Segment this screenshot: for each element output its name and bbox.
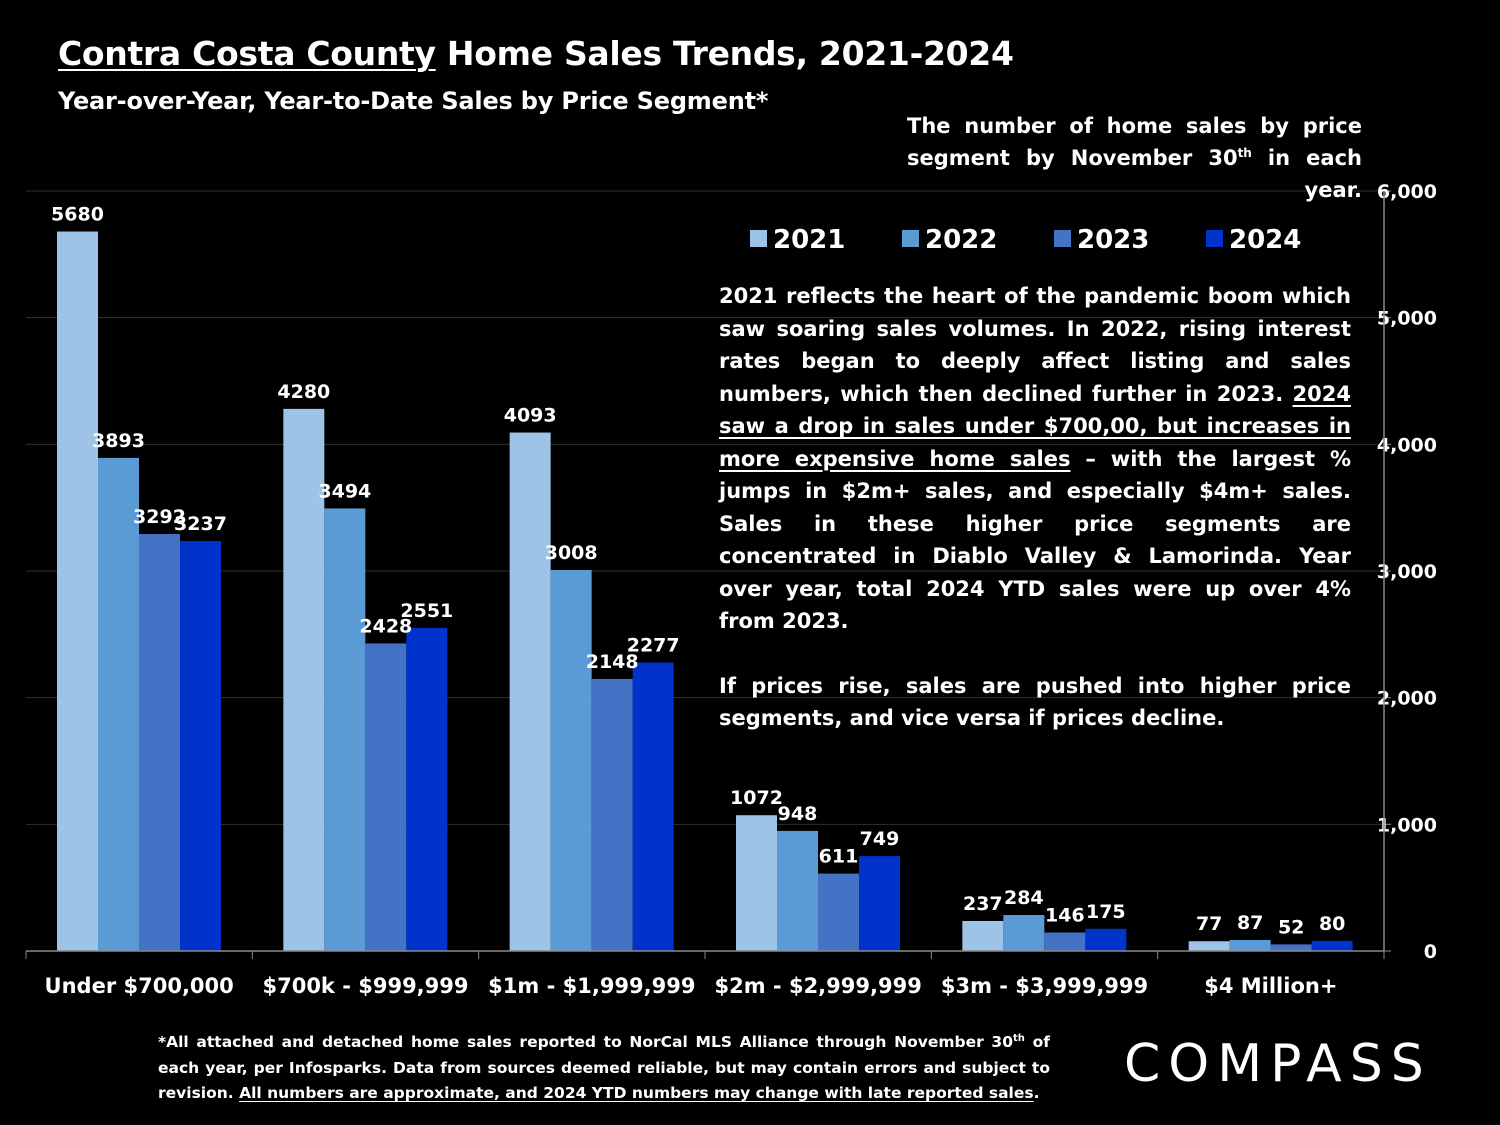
chart-description: The number of home sales by price segmen… xyxy=(907,110,1362,206)
category-label: $700k - $999,999 xyxy=(262,974,468,998)
y-tick-label: 5,000 xyxy=(1377,308,1437,330)
category-label: $4 Million+ xyxy=(1204,974,1337,998)
footnote: *All attached and detached home sales re… xyxy=(158,1030,1050,1107)
data-label: 87 xyxy=(1237,912,1263,934)
bar xyxy=(1270,944,1312,951)
data-label: 4280 xyxy=(277,381,330,403)
data-label: 749 xyxy=(860,828,900,850)
commentary-start: 2021 reflects the heart of the pandemic … xyxy=(719,284,1351,406)
gridlines xyxy=(26,190,1384,825)
data-label: 2148 xyxy=(586,651,639,673)
y-tick-label: 6,000 xyxy=(1377,181,1437,203)
commentary-box: 2021 reflects the heart of the pandemic … xyxy=(719,280,1351,735)
legend-label: 2023 xyxy=(1077,225,1149,255)
commentary-highlight: 2024 saw a drop in sales under $700,00, … xyxy=(719,381,1351,471)
axes: 0 1,000 2,000 3,000 4,000 5,000 6,000 Under $70… xyxy=(25,181,1437,998)
data-label: 3893 xyxy=(92,430,145,452)
bar xyxy=(324,508,366,951)
bar xyxy=(1044,932,1086,951)
bar xyxy=(962,920,1004,951)
commentary-paragraph-2: If prices rise, sales are pushed into hi… xyxy=(719,673,1351,731)
y-tick-label: 4,000 xyxy=(1377,434,1437,456)
y-tick-label: 1,000 xyxy=(1377,814,1437,836)
bar xyxy=(777,830,818,951)
bar xyxy=(818,873,859,951)
bar xyxy=(1003,915,1045,951)
data-label: 5680 xyxy=(51,204,104,226)
bar xyxy=(509,432,551,951)
footnote-text-1: *All attached and detached home sales re… xyxy=(158,1033,1013,1051)
bar xyxy=(1085,928,1127,951)
data-label: 4093 xyxy=(504,405,557,427)
y-tick-label: 0 xyxy=(1424,941,1437,963)
bar xyxy=(283,408,325,951)
bar xyxy=(365,643,407,951)
data-label: 175 xyxy=(1086,901,1126,923)
legend-label: 2022 xyxy=(925,225,997,255)
category-label: $1m - $1,999,999 xyxy=(488,974,695,998)
footnote-disclaimer: All numbers are approximate, and 2024 YT… xyxy=(239,1084,1034,1102)
bar xyxy=(736,815,777,951)
data-label: 2428 xyxy=(359,615,412,637)
legend-label: 2021 xyxy=(773,225,845,255)
category-label: $3m - $3,999,999 xyxy=(941,974,1148,998)
data-label: 2277 xyxy=(627,635,680,657)
footnote-text-2: of each year, per Infosparks. Data from … xyxy=(158,1033,1050,1102)
footnote-sup: th xyxy=(1013,1032,1025,1044)
legend-swatch xyxy=(1054,230,1071,247)
data-label: 3008 xyxy=(545,542,598,564)
data-label: 1072 xyxy=(730,787,783,809)
category-label: $2m - $2,999,999 xyxy=(715,974,922,998)
data-label: 237 xyxy=(963,893,1003,915)
bar xyxy=(1311,940,1353,951)
bar xyxy=(550,569,592,951)
title-county: Contra Costa County xyxy=(58,34,436,73)
data-labels: 5680 4280 4093 1072 237 77 3893 3494 3008 948 284 8… xyxy=(51,204,1345,939)
bar xyxy=(98,457,139,951)
bar xyxy=(632,662,674,951)
data-label: 3494 xyxy=(318,480,371,502)
commentary-end: – with the largest % jumps in $2m+ sales… xyxy=(719,446,1351,634)
bars xyxy=(57,231,1353,952)
legend: 2021 2022 2023 2024 xyxy=(750,225,1301,255)
data-label: 146 xyxy=(1045,905,1085,927)
commentary-paragraph-1: 2021 reflects the heart of the pandemic … xyxy=(719,280,1351,638)
bar xyxy=(406,627,448,951)
data-label: 284 xyxy=(1004,887,1044,909)
top-note-end: in each year. xyxy=(1251,146,1362,202)
bar xyxy=(180,540,221,951)
bar xyxy=(859,856,900,951)
bar xyxy=(139,534,180,951)
data-label: 52 xyxy=(1278,916,1304,938)
top-note-text: The number of home sales by price segmen… xyxy=(907,114,1362,170)
bar xyxy=(1229,939,1271,951)
bar xyxy=(591,678,633,951)
data-label: 3237 xyxy=(174,513,227,535)
legend-label: 2024 xyxy=(1229,225,1301,255)
data-label: 77 xyxy=(1196,913,1222,935)
page-subtitle: Year-over-Year, Year-to-Date Sales by Pr… xyxy=(58,87,769,115)
data-label: 2551 xyxy=(400,600,453,622)
legend-swatch xyxy=(1206,230,1223,247)
bar xyxy=(1188,941,1230,951)
data-label: 611 xyxy=(819,846,859,868)
y-tick-label: 3,000 xyxy=(1377,561,1437,583)
top-note-sup: th xyxy=(1237,146,1252,160)
y-tick-label: 2,000 xyxy=(1377,688,1437,710)
footnote-end: . xyxy=(1033,1084,1040,1102)
category-label: Under $700,000 xyxy=(45,974,234,998)
page-title: Contra Costa County Home Sales Trends, 2… xyxy=(58,34,1014,73)
data-label: 80 xyxy=(1319,913,1345,935)
legend-swatch xyxy=(902,230,919,247)
data-label: 948 xyxy=(778,803,818,825)
compass-logo: COMPASS xyxy=(1124,1034,1432,1094)
data-label: 3292 xyxy=(133,506,186,528)
legend-swatch xyxy=(750,230,767,247)
title-rest: Home Sales Trends, 2021-2024 xyxy=(435,34,1014,73)
bar xyxy=(57,231,98,952)
